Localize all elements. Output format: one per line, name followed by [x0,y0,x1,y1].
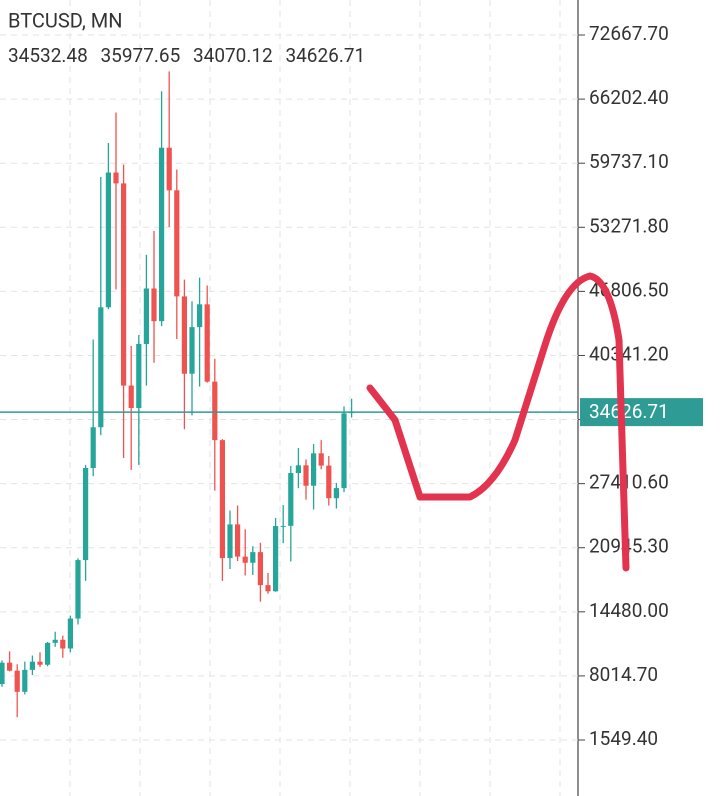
price-label-box [580,398,703,427]
candle-body [159,147,165,322]
candle-body [341,413,347,489]
candle-body [280,525,286,527]
price-line-group: 34626.71 [0,398,703,427]
candle-body [303,465,309,486]
candle-body [151,288,157,322]
y-tick-label: 53271.80 [589,214,669,237]
candle-body [29,661,35,670]
candle-body [60,639,66,649]
candle-body [273,526,279,592]
candle-body [75,560,81,619]
low: 34070.12 [193,44,273,67]
candle-body [265,585,271,592]
candle-body [45,642,51,665]
candle-body [189,327,195,374]
candle-body [0,662,5,685]
open: 34532.48 [8,44,88,67]
candle-body [288,473,294,526]
candle-body [197,304,203,328]
candle-body [333,488,339,499]
candle-body [326,465,332,499]
candle-body [90,427,96,468]
candle-body [7,662,13,671]
y-tick-label: 8014.70 [589,663,658,686]
candle-body [257,552,263,586]
y-tick-label: 66202.40 [589,86,669,109]
y-tick-label: 27410.60 [589,471,669,494]
candle-body [219,440,225,559]
y-tick-label: 14480.00 [589,599,669,622]
candle-body [37,661,43,665]
candle-body [98,307,104,428]
candle-body [22,669,28,692]
close: 34626.71 [285,44,365,67]
candle-body [105,172,111,308]
y-tick-label: 59737.10 [589,150,669,173]
candle-body [67,618,73,649]
candle-body [242,556,248,563]
candle-body [113,172,119,184]
candle-body [181,296,187,374]
y-tick-label: 72667.70 [589,22,669,45]
hand-drawn-annotation [366,272,630,572]
candle-body [143,288,149,344]
high: 35977.65 [100,44,180,67]
candle-body [166,147,172,191]
y-tick-label: 20945.30 [589,535,669,558]
candle-body [235,524,241,557]
y-tick-label: 1549.40 [589,727,658,750]
ohlc: 34532.48 35977.65 34070.12 34626.71 [8,44,365,67]
candle-body [250,552,256,563]
candle-body [318,453,324,466]
candle-body [212,381,218,441]
candle-body [83,467,89,561]
y-tick-label: 40341.20 [589,342,669,365]
candle-body [14,670,20,692]
candle-body [136,343,142,409]
candle-body [121,183,127,386]
candle-body [295,465,301,474]
candle-body [227,524,233,559]
candles [0,71,355,718]
candle-body [311,453,317,486]
candle-body [204,304,210,382]
candle-body [174,190,180,297]
chart-title: BTCUSD, MN [8,8,122,32]
candle-body [128,385,134,409]
price-label: 34626.71 [589,400,669,423]
candle-body [52,639,58,643]
